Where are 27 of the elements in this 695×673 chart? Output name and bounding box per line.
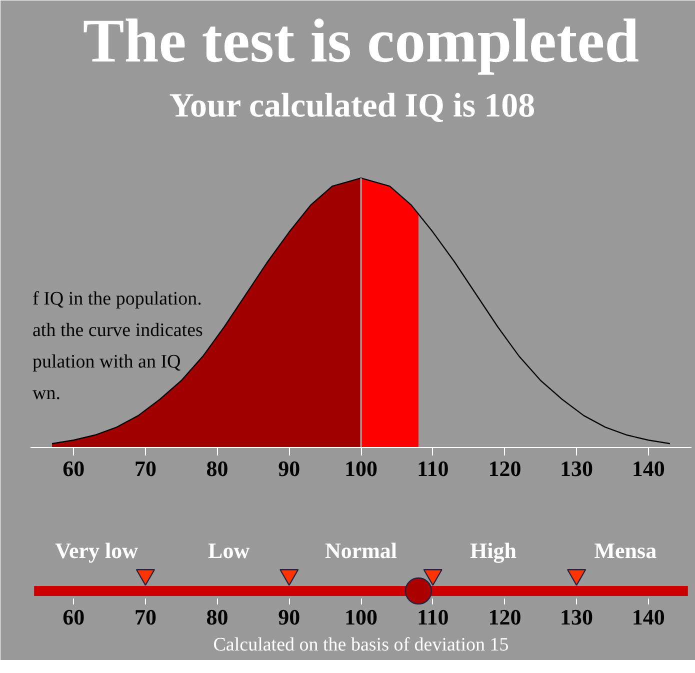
x2-tick-label: 120 xyxy=(488,604,522,630)
x2-tick-label: 60 xyxy=(62,604,85,630)
annotation: Very low xyxy=(55,538,138,563)
annotation: f IQ in the population. ath the curve indicates pulation with an IQ wn. xyxy=(32,288,203,404)
x-tick-label: 140 xyxy=(632,456,665,481)
x-tick-label: 110 xyxy=(416,456,449,481)
text: Calculated on the basis of deviation 15 xyxy=(213,634,509,656)
x2-tick-label: 100 xyxy=(344,604,378,630)
x-tick-label: 120 xyxy=(488,456,522,481)
x2-tick-label: 110 xyxy=(416,604,449,630)
annotation: Mensa xyxy=(594,538,657,563)
annotation: High xyxy=(470,538,516,563)
x-tick-label: 70 xyxy=(134,456,156,481)
x-tick-label: 130 xyxy=(560,456,594,481)
x-tick-label: 90 xyxy=(278,456,300,481)
x2-tick-label: 80 xyxy=(206,604,228,630)
x2-tick-label: 70 xyxy=(134,604,156,630)
annotation: Normal xyxy=(324,538,398,563)
x2-tick-label: 130 xyxy=(560,604,594,630)
x-tick-label: 60 xyxy=(62,456,85,481)
annotation: Low xyxy=(208,538,250,563)
chart-subtitle: Your calculated IQ is 108 xyxy=(169,88,536,124)
chart-title: The test is completed xyxy=(82,8,640,76)
x-tick-label: 100 xyxy=(344,456,378,481)
x-tick-label: 80 xyxy=(206,456,228,481)
x2-tick-label: 90 xyxy=(278,604,300,630)
x2-tick-label: 140 xyxy=(632,604,665,630)
